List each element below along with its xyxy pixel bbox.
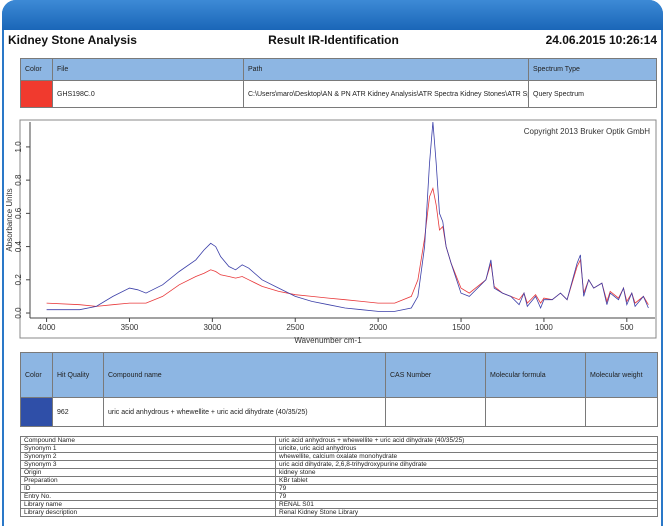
detail-row: Library description Renal Kidney Stone Li…	[20, 508, 658, 517]
detail-label: Entry No.	[20, 492, 276, 501]
details-table: Compound Name uric acid anhydrous + whewe…	[20, 436, 658, 517]
detail-label: Origin	[20, 468, 276, 477]
title: Kidney Stone Analysis	[8, 33, 137, 47]
detail-label: Synonym 3	[20, 460, 276, 469]
detail-label: Library name	[20, 500, 276, 509]
col-header: CAS Number	[385, 352, 486, 398]
detail-row: Synonym 3 uric acid dihydrate, 2,6,8-trih…	[20, 460, 658, 469]
detail-value: uricite, uric acid anhydrous	[275, 444, 658, 453]
x-tick-label: 3500	[121, 323, 139, 332]
detail-row: Entry No. 79	[20, 492, 658, 501]
col-header: Hit Quality	[52, 352, 104, 398]
subtitle: Result IR-Identification	[268, 33, 399, 47]
spectrum-line	[46, 121, 649, 312]
x-axis-label: Wavenumber cm-1	[294, 336, 362, 345]
banner	[2, 0, 663, 30]
x-tick-label: 1000	[535, 323, 553, 332]
x-tick-label: 1500	[452, 323, 470, 332]
file: GHS198C.0	[52, 80, 244, 108]
detail-row: ID 79	[20, 484, 658, 493]
detail-label: Synonym 2	[20, 452, 276, 461]
y-tick-label: 0.2	[14, 274, 23, 286]
detail-value: 79	[275, 484, 658, 493]
detail-value: uric acid anhydrous + whewellite + uric …	[275, 436, 658, 445]
chart-box	[19, 119, 657, 339]
y-tick-label: 1.0	[14, 141, 23, 153]
detail-row: Synonym 1 uricite, uric acid anhydrous	[20, 444, 658, 453]
y-tick-label: 0.0	[14, 307, 23, 319]
col-header: Molecular formula	[485, 352, 586, 398]
detail-label: Synonym 1	[20, 444, 276, 453]
y-axis-label: Absorbance Units	[5, 188, 14, 251]
detail-value: uric acid dihydrate, 2,6,8-trihydroxypur…	[275, 460, 658, 469]
detail-label: Preparation	[20, 476, 276, 485]
x-tick-label: 4000	[38, 323, 56, 332]
query-table: Color File Path Spectrum Type GHS198C.0 …	[20, 58, 657, 108]
col-header: Spectrum Type	[528, 58, 657, 81]
path: C:\Users\maro\Desktop\AN & PN ATR Kidney…	[243, 80, 529, 108]
detail-row: Library name RENAL S01	[20, 500, 658, 509]
detail-value: whewellite, calcium oxalate monohydrate	[275, 452, 658, 461]
spectrum-type: Query Spectrum	[528, 80, 657, 108]
x-tick-label: 500	[620, 323, 634, 332]
detail-value: 79	[275, 492, 658, 501]
detail-value: Renal Kidney Stone Library	[275, 508, 658, 517]
x-tick-label: 2000	[369, 323, 387, 332]
spectrum-chart: Copyright 2013 Bruker Optik GmbH Wavenum…	[5, 119, 657, 345]
datetime: 24.06.2015 10:26:14	[545, 33, 657, 47]
hits-table: Color Hit Quality Compound name CAS Numb…	[20, 352, 658, 427]
x-tick-label: 2500	[286, 323, 304, 332]
annotation: Copyright 2013 Bruker Optik GmbH	[524, 127, 650, 136]
detail-row: Preparation KBr tablet	[20, 476, 658, 485]
compound-name: uric acid anhydrous + whewellite + uric …	[103, 397, 386, 427]
cas-number	[385, 397, 486, 427]
color-swatch	[20, 397, 53, 427]
detail-row: Origin kidney stone	[20, 468, 658, 477]
detail-label: Library description	[20, 508, 276, 517]
molecular-weight	[585, 397, 658, 427]
detail-label: ID	[20, 484, 276, 493]
col-header: Molecular weight	[585, 352, 658, 398]
hit-quality: 962	[52, 397, 104, 427]
detail-value: KBr tablet	[275, 476, 658, 485]
detail-row: Synonym 2 whewellite, calcium oxalate mon…	[20, 452, 658, 461]
detail-label: Compound Name	[20, 436, 276, 445]
detail-value: kidney stone	[275, 468, 658, 477]
y-tick-label: 0.6	[14, 207, 23, 219]
detail-value: RENAL S01	[275, 500, 658, 509]
col-header: Compound name	[103, 352, 386, 398]
detail-row: Compound Name uric acid anhydrous + whewe…	[20, 436, 658, 445]
y-tick-label: 0.8	[14, 174, 23, 186]
col-header: Color	[20, 352, 53, 398]
x-tick-label: 3000	[203, 323, 221, 332]
y-tick-label: 0.4	[14, 240, 23, 252]
molecular-formula	[485, 397, 586, 427]
